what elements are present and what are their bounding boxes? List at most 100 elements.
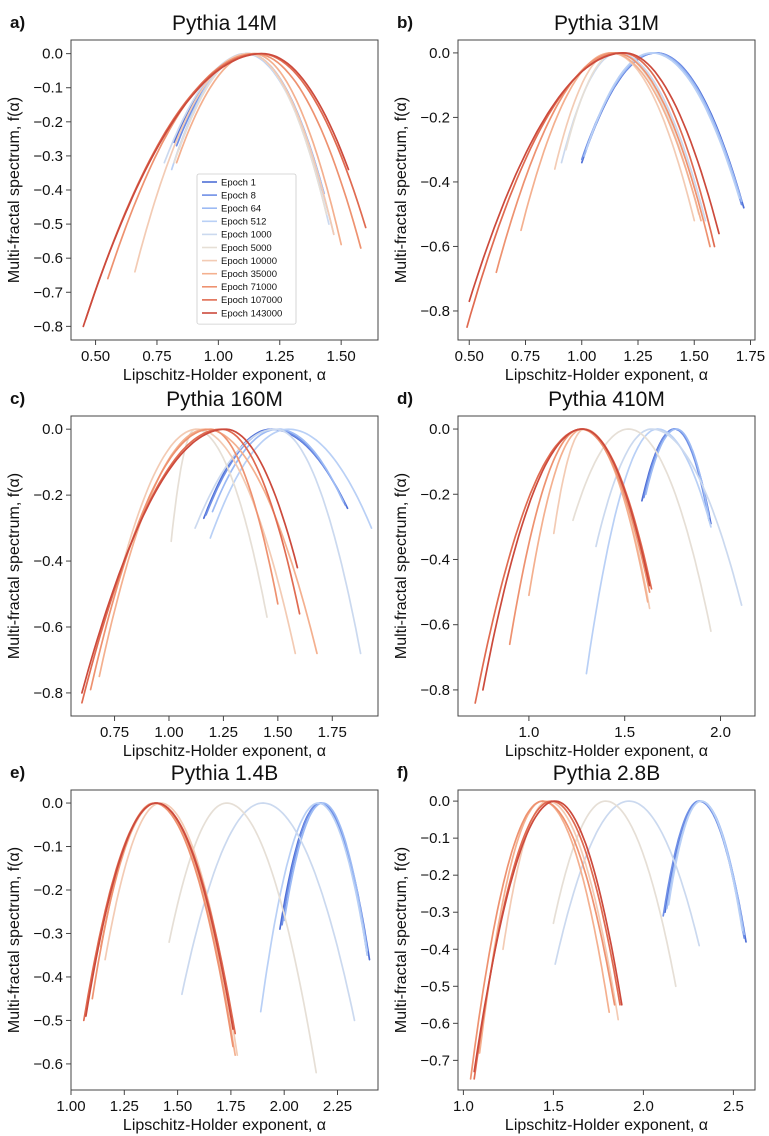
y-tick-label: −0.3 bbox=[33, 148, 63, 165]
x-tick-label: 1.50 bbox=[680, 348, 709, 365]
series-line-epoch-143000 bbox=[85, 802, 234, 1030]
y-tick-label: −0.2 bbox=[420, 486, 450, 503]
series-line-epoch-5000 bbox=[572, 428, 712, 633]
series-line-epoch-64 bbox=[178, 52, 325, 195]
y-tick-label: −0.3 bbox=[420, 904, 450, 921]
legend-entry-label: Epoch 8 bbox=[221, 190, 256, 201]
x-tick-label: 1.00 bbox=[567, 348, 596, 365]
panel-label: f) bbox=[397, 763, 408, 782]
x-axis-label: Lipschitz-Holder exponent, α bbox=[123, 743, 326, 760]
x-tick-label: 1.25 bbox=[110, 1098, 139, 1115]
legend-entry-label: Epoch 1 bbox=[221, 177, 256, 188]
chart-panel-1: a) Pythia 14M 0.50 0.75 1.00 1.25 1.50 0.0 −0.1 −… bbox=[6, 12, 379, 384]
chart-panel-4: d) Pythia 410M 1.0 1.5 2.0 0.0 −0.2 −0.4 −0.6 −0.… bbox=[393, 388, 756, 760]
x-tick-label: 1.75 bbox=[318, 724, 347, 741]
y-tick-label: 0.0 bbox=[429, 793, 450, 810]
legend-entry-label: Epoch 35000 bbox=[221, 269, 277, 280]
y-tick-label: −0.2 bbox=[33, 114, 63, 131]
y-tick-label: −0.4 bbox=[33, 182, 63, 199]
series-line-epoch-71000 bbox=[89, 428, 279, 691]
series-line-epoch-1000 bbox=[181, 802, 356, 1022]
series-group bbox=[466, 52, 745, 328]
y-tick-label: −0.4 bbox=[33, 969, 63, 986]
x-tick-label: 1.50 bbox=[163, 1098, 192, 1115]
series-line-epoch-107000 bbox=[466, 52, 716, 328]
series-line-epoch-64 bbox=[583, 52, 743, 203]
series-group bbox=[82, 802, 371, 1074]
y-axis-label: Multi-fractal spectrum, f(α) bbox=[393, 847, 410, 1033]
plot-frame bbox=[70, 789, 379, 1091]
series-group bbox=[469, 800, 747, 1080]
chart-title: Pythia 31M bbox=[554, 12, 659, 35]
y-tick-label: −0.4 bbox=[33, 553, 63, 570]
y-tick-label: −0.4 bbox=[420, 551, 450, 568]
series-line-epoch-107000 bbox=[474, 428, 653, 704]
legend-entry-label: Epoch 10000 bbox=[221, 256, 277, 267]
y-axis-label: Multi-fractal spectrum, f(α) bbox=[6, 473, 23, 659]
x-tick-label: 1.50 bbox=[327, 348, 356, 365]
y-tick-label: 0.0 bbox=[42, 421, 63, 438]
y-tick-label: −0.6 bbox=[33, 1056, 63, 1073]
series-line-epoch-512 bbox=[585, 428, 712, 675]
y-tick-label: −0.6 bbox=[33, 250, 63, 267]
y-tick-label: −0.7 bbox=[420, 1052, 450, 1069]
plot-frame bbox=[457, 415, 756, 717]
x-axis-label: Lipschitz-Holder exponent, α bbox=[123, 1117, 326, 1134]
plot-frame bbox=[457, 39, 756, 341]
series-line-epoch-10000 bbox=[502, 800, 620, 1021]
series-line-epoch-35000 bbox=[520, 52, 702, 232]
series-line-epoch-1000 bbox=[554, 800, 701, 965]
legend-entry-label: Epoch 512 bbox=[221, 217, 266, 228]
series-line-epoch-143000 bbox=[468, 52, 720, 303]
y-axis-label: Multi-fractal spectrum, f(α) bbox=[393, 473, 410, 659]
x-tick-label: 1.5 bbox=[543, 1098, 564, 1115]
x-tick-label: 2.0 bbox=[633, 1098, 654, 1115]
y-tick-label: −0.2 bbox=[33, 487, 63, 504]
x-tick-label: 1.0 bbox=[453, 1098, 474, 1115]
x-tick-label: 1.50 bbox=[263, 724, 292, 741]
series-line-epoch-143000 bbox=[82, 52, 350, 328]
x-tick-label: 1.75 bbox=[736, 348, 765, 365]
chart-title: Pythia 1.4B bbox=[171, 762, 278, 785]
panel-label: b) bbox=[397, 13, 413, 32]
series-line-epoch-1000 bbox=[194, 428, 362, 655]
series-line-epoch-512 bbox=[585, 52, 741, 199]
panel-label: d) bbox=[397, 389, 413, 408]
y-tick-label: 0.0 bbox=[42, 46, 63, 63]
x-axis-label: Lipschitz-Holder exponent, α bbox=[505, 1117, 708, 1134]
series-line-epoch-71000 bbox=[508, 428, 651, 646]
series-group bbox=[81, 428, 373, 704]
plot-frame bbox=[70, 415, 379, 717]
y-tick-label: −0.2 bbox=[33, 882, 63, 899]
x-tick-label: 1.00 bbox=[56, 1098, 85, 1115]
legend-entry-label: Epoch 5000 bbox=[221, 243, 272, 254]
chart-title: Pythia 410M bbox=[548, 388, 665, 411]
legend-entry-label: Epoch 64 bbox=[221, 204, 261, 215]
x-tick-label: 2.5 bbox=[723, 1098, 744, 1115]
series-line-epoch-71000 bbox=[495, 52, 711, 274]
y-tick-label: −0.7 bbox=[33, 284, 63, 301]
series-line-epoch-71000 bbox=[469, 800, 616, 1080]
series-line-epoch-5000 bbox=[170, 428, 268, 618]
chart-title: Pythia 160M bbox=[166, 388, 283, 411]
legend-entry-label: Epoch 71000 bbox=[221, 282, 277, 293]
legend-box bbox=[196, 173, 297, 325]
x-tick-label: 1.00 bbox=[204, 348, 233, 365]
x-tick-label: 0.75 bbox=[100, 724, 129, 741]
series-line-epoch-512 bbox=[667, 800, 744, 932]
y-tick-label: −0.8 bbox=[33, 685, 63, 702]
series-line-epoch-64 bbox=[283, 802, 369, 952]
y-tick-label: −0.1 bbox=[420, 830, 450, 847]
y-tick-label: 0.0 bbox=[42, 795, 63, 812]
plot-frame bbox=[457, 789, 756, 1091]
x-tick-label: 0.75 bbox=[511, 348, 540, 365]
chart-panel-5: e) Pythia 1.4B 1.00 1.25 1.50 1.75 2.00 2.25 0.0… bbox=[6, 762, 379, 1134]
y-tick-label: −0.2 bbox=[420, 867, 450, 884]
series-line-epoch-143000 bbox=[482, 428, 651, 691]
series-line-epoch-512 bbox=[259, 802, 369, 1013]
series-line-epoch-512 bbox=[209, 428, 373, 539]
chart-title: Pythia 2.8B bbox=[553, 762, 660, 785]
y-tick-label: −0.3 bbox=[33, 925, 63, 942]
x-tick-label: 1.25 bbox=[623, 348, 652, 365]
